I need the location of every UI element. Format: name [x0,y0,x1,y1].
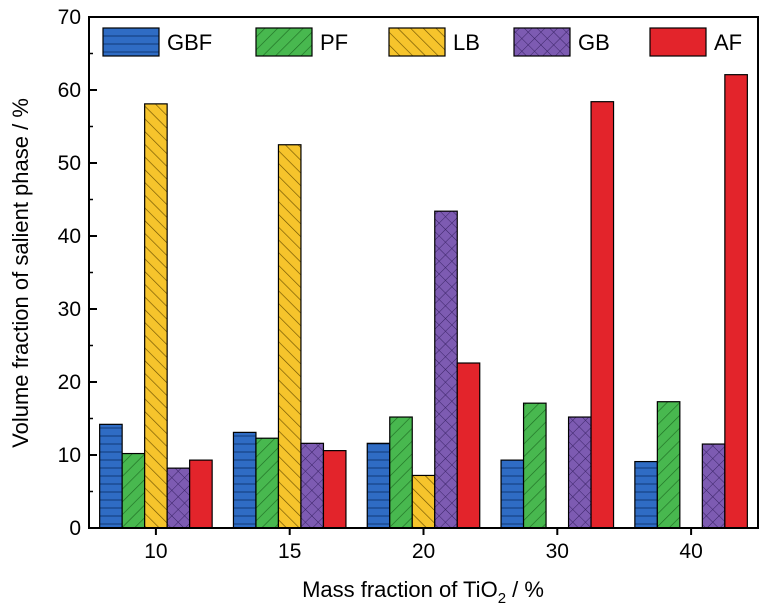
y-tick-label: 0 [69,517,81,540]
bar-gbf-20 [366,442,391,529]
legend-swatch-gbf [102,27,160,57]
bar-pf-15 [255,437,280,529]
y-axis: 0 10 20 30 40 50 60 70 [58,6,97,540]
x-axis-title-unit: / % [506,577,544,602]
y-tick-label: 70 [58,6,81,29]
bar-gb-10 [166,467,191,529]
y-tick-label: 10 [58,444,81,467]
bar-pf-30 [522,402,547,529]
bar-gb-20 [434,210,458,529]
legend-swatch-pf [255,27,313,57]
bar-af-15 [322,450,347,529]
bar-lb-10 [144,103,168,529]
bar-gbf-10 [99,423,123,529]
legend-swatch-lb [388,27,446,57]
bar-af-10 [189,459,213,529]
legend-label-lb: LB [453,30,480,55]
legend: GBF PF LB GB AF [102,27,742,57]
bar-pf-10 [121,452,146,529]
bar-af-20 [456,362,481,529]
x-tick-label: 15 [278,540,301,563]
x-axis: 10 15 20 30 40 [144,528,703,563]
legend-swatch-af [649,27,707,57]
bar-gb-30 [567,416,592,529]
y-tick-label: 20 [58,371,81,394]
x-tick-label: 40 [679,540,702,563]
y-tick-label: 60 [58,79,81,102]
bar-af-40 [724,74,748,529]
x-axis-title-main: Mass fraction of TiO [302,577,498,602]
x-tick-label: 30 [546,540,569,563]
bar-gbf-30 [500,459,525,529]
y-tick-label: 50 [58,152,81,175]
bar-gb-15 [300,442,325,529]
bar-gbf-40 [634,460,658,529]
y-tick-label: 30 [58,298,81,321]
x-axis-title-subscript: 2 [498,590,506,607]
legend-label-gb: GB [578,30,610,55]
x-axis-title: Mass fraction of TiO2 / % [302,577,544,607]
legend-label-gbf: GBF [167,30,212,55]
bar-af-30 [590,101,615,529]
y-tick-label: 40 [58,225,81,248]
bar-pf-20 [389,416,413,529]
legend-label-af: AF [714,30,742,55]
bar-gbf-15 [232,431,257,529]
bar-lb-20 [411,474,436,529]
bars-group [99,74,748,529]
x-tick-label: 20 [412,540,435,563]
x-tick-label: 10 [144,540,167,563]
legend-label-pf: PF [320,30,348,55]
y-axis-title: Volume fraction of salient phase / % [8,98,33,448]
legend-swatch-gb [513,27,571,57]
bar-pf-40 [656,401,681,529]
bar-lb-15 [277,144,302,529]
bar-gb-40 [701,443,726,529]
